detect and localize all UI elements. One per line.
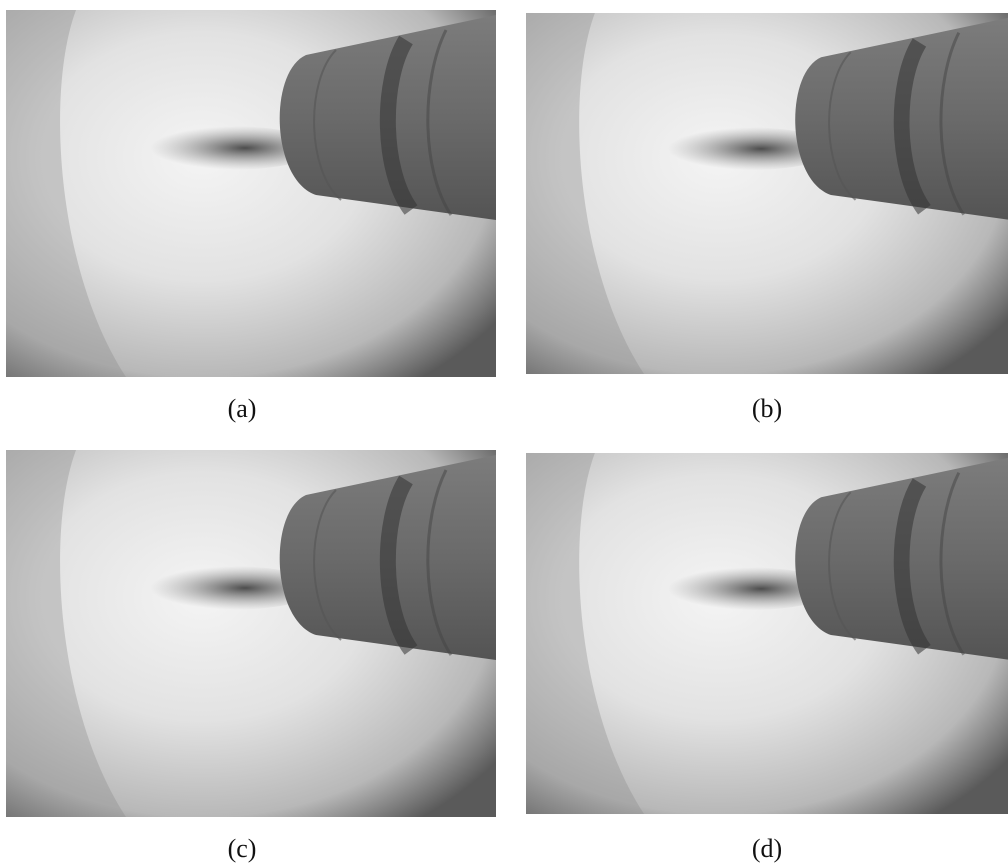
- photo: [526, 13, 1008, 374]
- figure: (a) (b) (c) (d): [0, 0, 1008, 864]
- photo: [6, 10, 496, 377]
- photo: [526, 453, 1008, 814]
- caption: (a): [228, 394, 257, 423]
- page: (a) (b) (c) (d) (() => { const data = JS…: [0, 0, 1008, 864]
- caption: (d): [752, 834, 782, 863]
- caption: (c): [228, 834, 257, 863]
- caption: (b): [752, 394, 782, 423]
- photo: [6, 450, 496, 817]
